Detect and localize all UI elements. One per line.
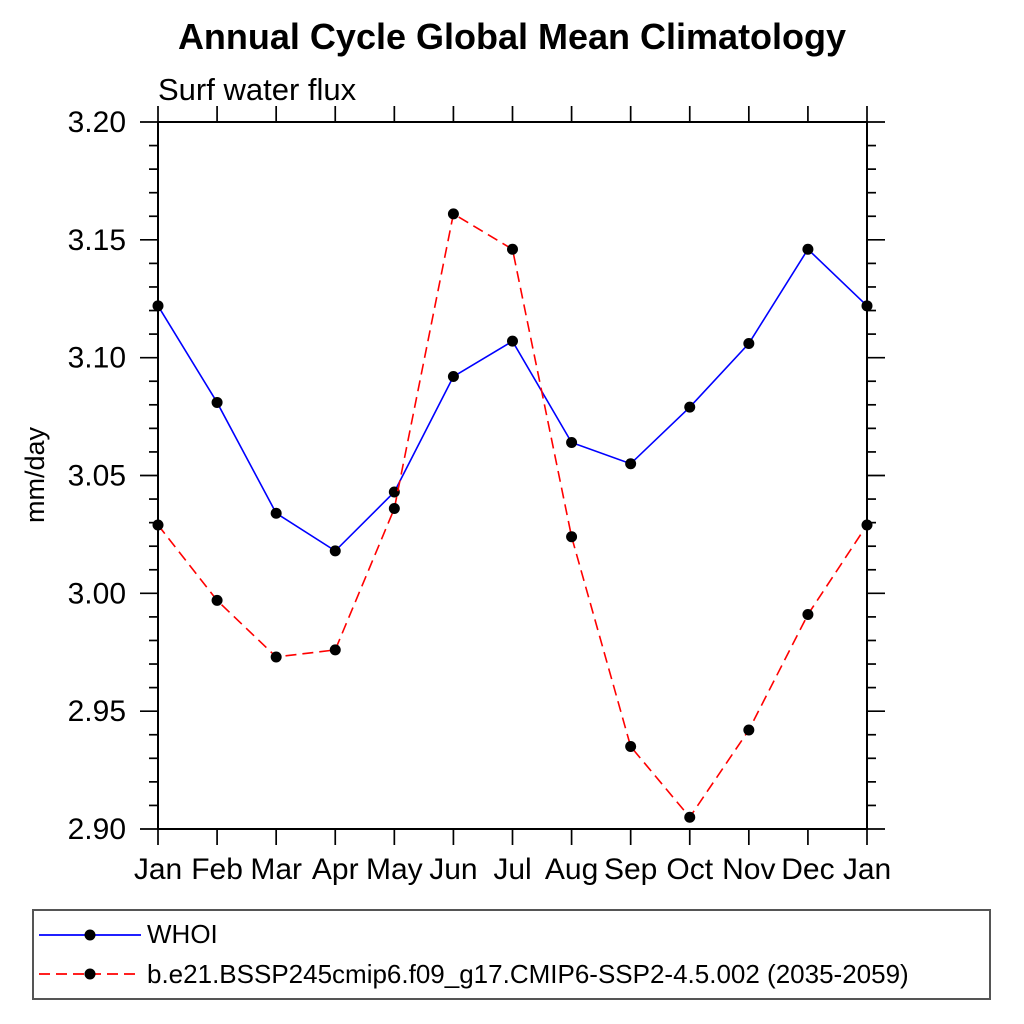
data-point-marker	[388, 502, 400, 514]
plot-area: Surf water flux mm/day Jan Feb Mar Apr May Ju…	[20, 72, 891, 886]
data-point-marker	[507, 335, 518, 347]
data-point-marker	[447, 371, 459, 383]
x-tick-label: Sep	[604, 853, 657, 886]
x-tick-label: Apr	[312, 853, 359, 886]
data-point-marker	[566, 531, 578, 543]
axes: Jan Feb Mar Apr May Jun Jul Aug Sep Oct Nov Dec Jan2…	[68, 106, 891, 886]
x-tick-label: Jun	[429, 853, 477, 886]
data-point-marker	[684, 811, 696, 823]
x-tick-label: Feb	[191, 853, 243, 886]
y-tick-label: 3.00	[68, 577, 126, 610]
legend-line-sample-dashed	[39, 968, 141, 980]
data-point-marker	[566, 437, 578, 449]
y-tick-label: 3.10	[68, 342, 126, 375]
data-point-marker	[861, 300, 873, 312]
legend-item-series-0: WHOI	[34, 917, 989, 953]
data-point-marker	[447, 208, 459, 220]
x-tick-label: Mar	[250, 853, 302, 886]
data-point-marker	[861, 519, 873, 531]
chart-title: Annual Cycle Global Mean Climatology	[177, 16, 847, 57]
chart-subtitle: Surf water flux	[158, 72, 357, 107]
y-tick-label: 2.90	[68, 813, 126, 846]
legend-line-sample-solid	[39, 929, 141, 941]
x-tick-label: Oct	[666, 853, 713, 886]
legend-item-series-1: b.e21.BSSP245cmip6.f09_g17.CMIP6-SSP2-4.…	[34, 956, 989, 992]
legend-marker-icon	[84, 968, 96, 980]
series-line	[157, 248, 868, 552]
data-point-marker	[329, 545, 341, 557]
legend-marker-icon	[84, 929, 96, 941]
data-point-marker	[152, 300, 164, 312]
series-line	[157, 212, 868, 819]
data-point-marker	[152, 519, 164, 531]
data-point-marker	[388, 486, 400, 498]
data-point-marker	[211, 396, 223, 408]
x-tick-label: Nov	[722, 853, 775, 886]
data-point-marker	[507, 243, 518, 255]
data-series	[152, 208, 873, 823]
y-tick-label: 2.95	[68, 695, 126, 728]
x-tick-label: May	[366, 853, 423, 886]
data-point-marker	[625, 741, 637, 753]
data-point-marker	[684, 401, 696, 413]
data-point-marker	[625, 458, 637, 470]
data-point-marker	[802, 609, 814, 621]
y-tick-label: 3.05	[68, 460, 126, 493]
x-tick-label: Aug	[545, 853, 598, 886]
y-tick-label: 3.20	[68, 106, 126, 139]
x-tick-label: Dec	[781, 853, 834, 886]
data-point-marker	[743, 724, 755, 736]
x-tick-label: Jul	[493, 853, 531, 886]
data-point-marker	[270, 507, 282, 519]
data-point-marker	[211, 594, 223, 606]
data-point-marker	[329, 644, 341, 656]
data-point-marker	[743, 338, 755, 350]
data-point-marker	[802, 243, 814, 255]
data-point-marker	[270, 651, 282, 663]
y-tick-label: 3.15	[68, 224, 126, 257]
legend-label-series-1: b.e21.BSSP245cmip6.f09_g17.CMIP6-SSP2-4.…	[147, 958, 909, 989]
legend: WHOI b.e21.BSSP245cmip6.f09_g17.CMIP6-SS…	[32, 909, 991, 1000]
legend-label-series-0: WHOI	[147, 919, 218, 950]
y-axis-label: mm/day	[20, 426, 50, 523]
x-tick-label: Jan	[843, 853, 891, 886]
x-tick-label: Jan	[134, 853, 182, 886]
